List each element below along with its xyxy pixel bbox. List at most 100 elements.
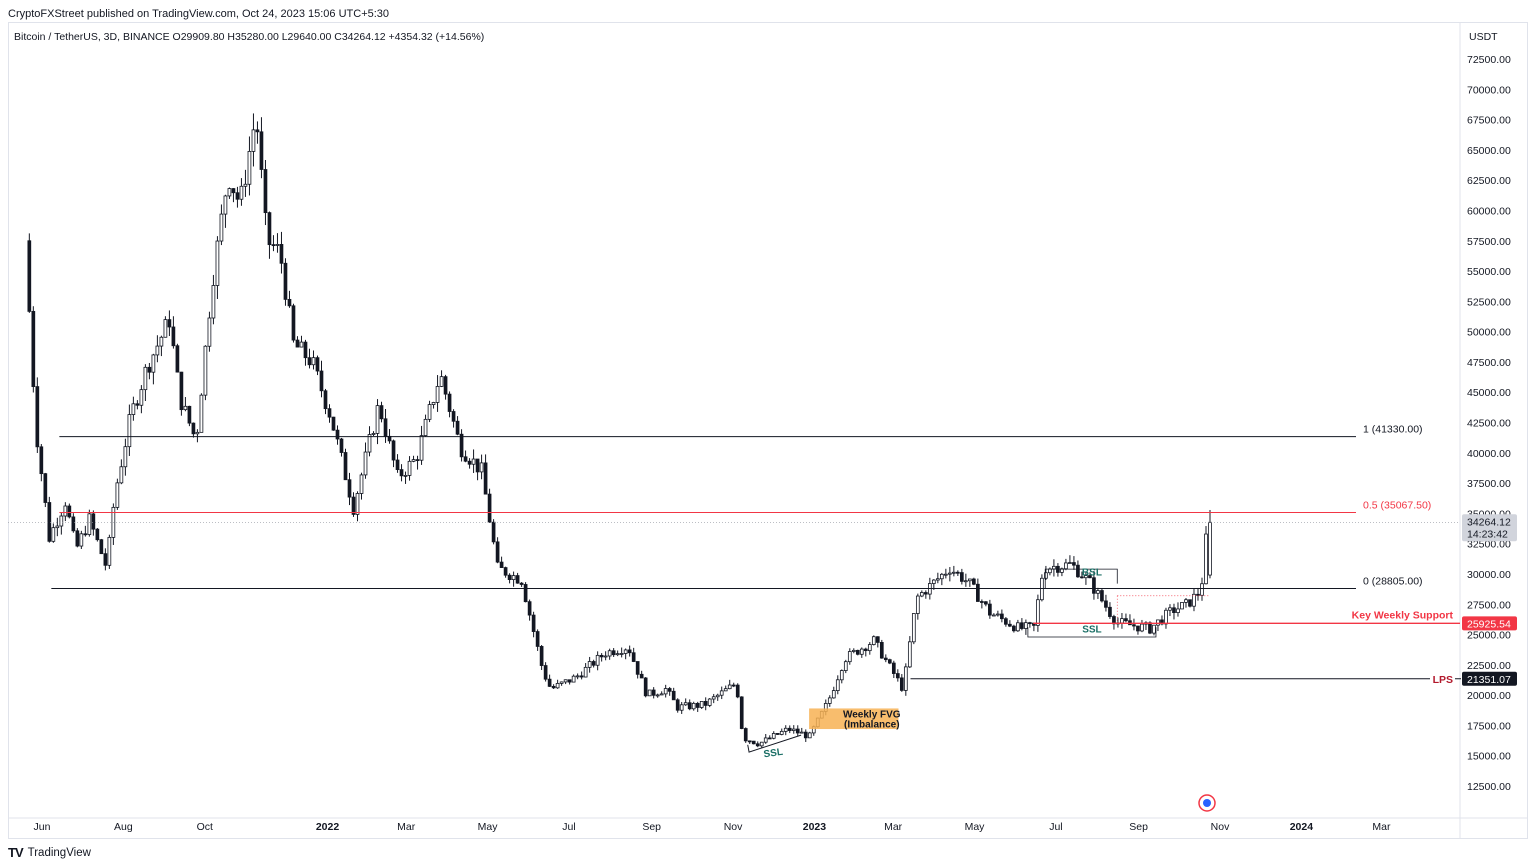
footer-branding[interactable]: TV TradingView: [8, 845, 91, 860]
candle: [1008, 623, 1012, 627]
candle: [1172, 607, 1176, 613]
ssl-label: SSL: [763, 747, 784, 761]
candle: [259, 131, 264, 170]
candle: [695, 702, 700, 708]
candle: [871, 636, 876, 645]
candle: [651, 689, 656, 696]
candle: [159, 336, 164, 347]
candle: [948, 572, 952, 575]
y-tick-label: 37500.00: [1467, 478, 1511, 490]
x-tick-label: Mar: [1372, 821, 1391, 833]
candle: [211, 285, 216, 319]
candle: [95, 528, 100, 541]
candle: [375, 405, 380, 434]
candle: [1064, 562, 1068, 570]
candle: [339, 438, 344, 453]
candle: [283, 262, 288, 300]
candle: [31, 310, 36, 387]
candle: [827, 697, 832, 704]
candle: [1200, 583, 1204, 596]
candle: [847, 651, 852, 663]
candle: [223, 195, 228, 215]
candle: [551, 685, 556, 689]
candle: [87, 513, 92, 535]
y-tick-label: 17500.00: [1467, 720, 1511, 732]
x-tick-label: May: [965, 821, 986, 833]
candle: [427, 404, 432, 420]
candle: [411, 459, 416, 462]
candle: [107, 536, 112, 566]
candle: [915, 595, 920, 614]
candle: [475, 458, 480, 473]
candle: [1152, 624, 1156, 634]
candle: [855, 649, 860, 655]
candle: [1024, 622, 1028, 629]
candle: [139, 389, 144, 406]
candle: [899, 677, 904, 691]
candle: [735, 684, 740, 698]
candle: [131, 403, 136, 415]
candle: [1196, 593, 1200, 596]
candle: [1148, 622, 1152, 634]
candle: [563, 679, 568, 683]
candle: [935, 578, 940, 581]
candle: [103, 553, 108, 566]
candle: [295, 339, 300, 348]
candle: [771, 733, 776, 739]
candle: [1028, 622, 1032, 625]
y-tick-label: 60000.00: [1467, 205, 1511, 217]
candle: [35, 386, 40, 448]
candle: [591, 661, 596, 666]
candle: [711, 696, 716, 700]
candle: [323, 390, 328, 410]
candle: [627, 649, 632, 654]
candle: [1132, 624, 1136, 627]
candle: [379, 405, 384, 420]
candle: [1100, 590, 1104, 602]
candle: [271, 244, 276, 247]
candle: [75, 530, 80, 547]
candle: [1188, 599, 1192, 607]
candle: [911, 613, 916, 643]
candle: [559, 681, 564, 684]
candle: [67, 505, 72, 518]
lps-label: LPS: [1433, 674, 1453, 686]
candle: [1044, 572, 1048, 579]
y-tick-label: 52500.00: [1467, 296, 1511, 308]
candle: [1204, 533, 1208, 585]
y-tick-label: 22500.00: [1467, 660, 1511, 672]
candle: [403, 474, 408, 477]
candle: [123, 446, 128, 468]
publisher-caption: CryptoFXStreet published on TradingView.…: [8, 8, 390, 20]
candle: [79, 533, 84, 547]
candle: [443, 376, 448, 395]
candle: [291, 305, 296, 341]
symbol-ohlc-line: Bitcoin / TetherUS, 3D, BINANCE O29909.8…: [14, 31, 485, 43]
candle: [587, 661, 592, 668]
candle: [635, 661, 640, 675]
candle: [879, 642, 884, 659]
bsl-range: [1044, 568, 1118, 589]
candle: [631, 652, 636, 662]
y-tick-label: 27500.00: [1467, 599, 1511, 611]
candle: [727, 684, 732, 690]
candle: [27, 240, 32, 312]
candle: [1156, 619, 1160, 626]
candle: [527, 601, 532, 616]
candle: [191, 422, 196, 435]
candle: [507, 574, 512, 580]
candle: [887, 659, 892, 664]
x-tick-label: Sep: [642, 821, 661, 833]
candle: [431, 402, 436, 405]
candle: [99, 539, 104, 555]
candle: [859, 648, 864, 655]
candle: [543, 665, 548, 680]
y-tick-label: 42500.00: [1467, 418, 1511, 430]
candle: [39, 446, 44, 475]
y-tick-label: 62500.00: [1467, 175, 1511, 187]
candle: [1140, 623, 1144, 632]
candle: [539, 646, 544, 666]
candle: [643, 677, 648, 697]
candle: [583, 666, 588, 678]
